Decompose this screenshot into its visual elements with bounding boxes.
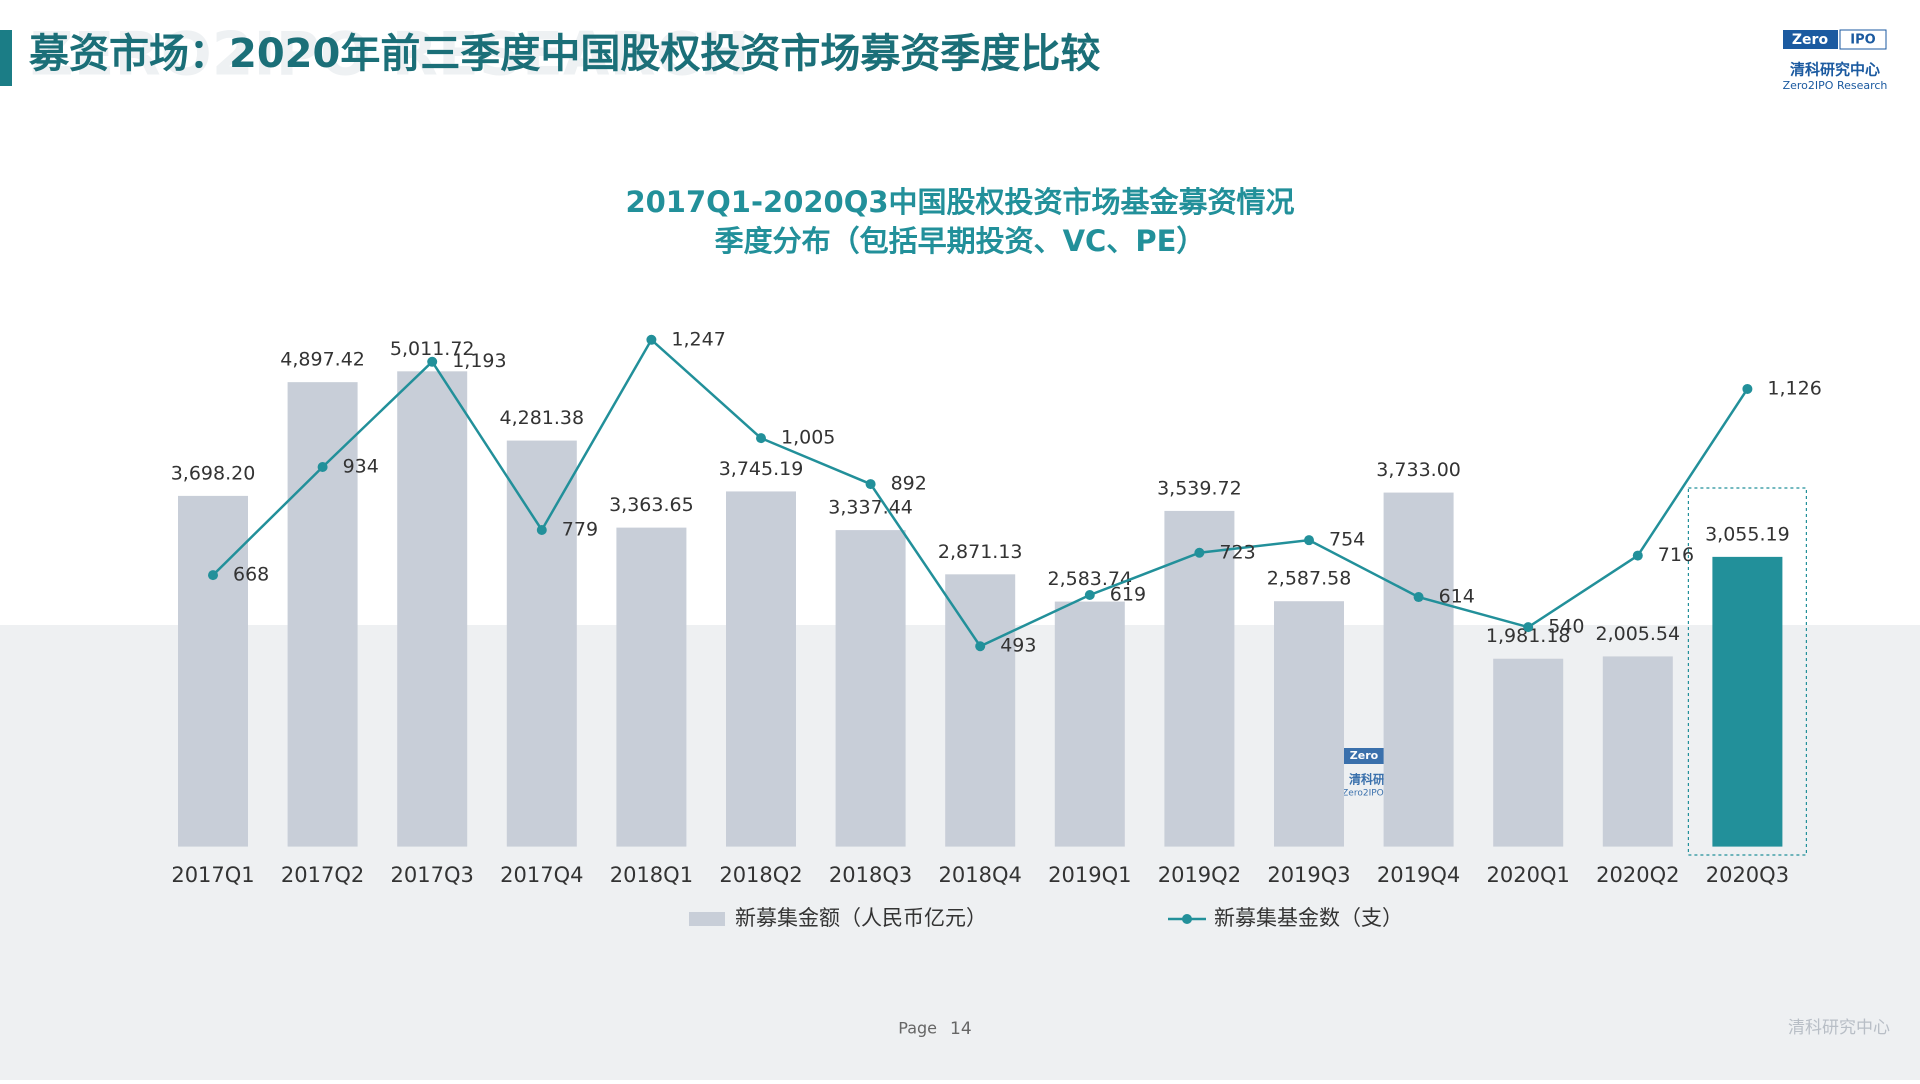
line-point xyxy=(756,433,766,444)
bar xyxy=(1602,656,1673,847)
bar-value-label: 3,698.20 xyxy=(171,462,256,484)
highlight-box xyxy=(1687,487,1808,856)
x-tick-label: 2017Q4 xyxy=(500,863,583,887)
line-value-label: 1,247 xyxy=(671,328,725,350)
bar xyxy=(1164,510,1235,847)
watermark: ZERO2IPO RESEARCH xyxy=(30,20,750,90)
bar-value-label: 3,745.19 xyxy=(719,458,804,480)
line-value-label: 779 xyxy=(562,518,598,540)
title-bar xyxy=(0,30,12,86)
bar xyxy=(506,440,577,847)
logo-box xyxy=(1839,29,1887,50)
x-tick-label: 2020Q3 xyxy=(1706,863,1789,887)
bar-value-label: 3,363.65 xyxy=(609,494,694,516)
x-tick-label: 2018Q2 xyxy=(719,863,802,887)
line-value-label: 540 xyxy=(1548,616,1584,638)
line-point xyxy=(317,461,328,472)
line-point xyxy=(208,570,218,581)
bar-value-label: 1,981.18 xyxy=(1486,625,1571,647)
line-point xyxy=(536,524,547,535)
logo-sub: Zero2IPO Research xyxy=(1783,79,1888,92)
line-value-label: 1,005 xyxy=(781,427,835,449)
bar-value-label: 3,733.00 xyxy=(1376,459,1461,481)
x-tick-label: 2019Q3 xyxy=(1267,863,1350,887)
line-point xyxy=(1523,622,1534,633)
line-value-label: 934 xyxy=(343,455,379,477)
bar xyxy=(616,527,687,847)
x-tick-label: 2017Q1 xyxy=(171,863,254,887)
line-point xyxy=(1742,383,1753,394)
line-point xyxy=(865,479,876,490)
bar-value-label: 5,011.72 xyxy=(390,338,475,360)
bar xyxy=(726,491,796,847)
bar xyxy=(1712,556,1783,847)
logo-name: 清科研究中心 xyxy=(1790,61,1880,79)
x-tick-label: 2017Q3 xyxy=(391,863,474,887)
line-value-label: 754 xyxy=(1329,529,1365,551)
line-value-label: 493 xyxy=(1000,635,1036,657)
bar-value-label: 2,005.54 xyxy=(1595,623,1680,645)
x-tick-label: 2018Q4 xyxy=(939,863,1022,887)
chart-title: 2017Q1-2020Q3中国股权投资市场基金募资情况 xyxy=(625,185,1294,219)
logo-left: Zero xyxy=(1350,749,1379,762)
line-point xyxy=(1413,592,1424,603)
line-value-label: 668 xyxy=(233,564,269,586)
line-point xyxy=(1304,535,1314,546)
line-value-label: 1,193 xyxy=(452,350,506,372)
x-tick-label: 2017Q2 xyxy=(281,863,364,887)
line-point xyxy=(1632,550,1643,561)
bar-value-label: 4,897.42 xyxy=(280,349,365,371)
bar-value-label: 4,281.38 xyxy=(499,407,584,429)
bar xyxy=(287,382,358,847)
line-point xyxy=(646,334,657,345)
x-tick-label: 2020Q2 xyxy=(1596,863,1679,887)
bar xyxy=(1383,492,1454,847)
x-tick-label: 2019Q4 xyxy=(1377,863,1460,887)
bar xyxy=(945,574,1016,847)
line-point xyxy=(1194,547,1205,558)
legend-swatch xyxy=(689,912,725,926)
page-title: 募资市场：2020年前三季度中国股权投资市场募资季度比较 xyxy=(28,31,1100,77)
bar-value-label: 3,055.19 xyxy=(1705,523,1790,545)
x-tick-label: 2019Q2 xyxy=(1158,863,1241,887)
bar xyxy=(1493,658,1564,847)
line-point xyxy=(1084,590,1095,601)
line-value-label: 1,126 xyxy=(1767,377,1821,399)
bar-value-label: 3,337.44 xyxy=(828,497,913,519)
line-value-label: 716 xyxy=(1658,544,1694,566)
logo: Zero IPO 清科研究中心 Zero2IPO Research xyxy=(1783,29,1888,92)
bar xyxy=(1274,601,1344,847)
legend-label: 新募集金额（人民币亿元） xyxy=(735,906,987,930)
page-label: Page xyxy=(898,1019,937,1038)
bar xyxy=(397,371,468,847)
line-point xyxy=(427,356,438,367)
line-value-label: 614 xyxy=(1439,586,1475,608)
x-tick-label: 2018Q3 xyxy=(829,863,912,887)
bar-value-label: 2,587.58 xyxy=(1267,568,1352,590)
page-number: 14 xyxy=(950,1019,972,1039)
logo-box xyxy=(1343,748,1385,764)
bar xyxy=(178,495,248,847)
line-value-label: 892 xyxy=(891,473,927,495)
line-value-label: 619 xyxy=(1110,584,1146,606)
line-point xyxy=(975,641,986,652)
chart-subtitle: 季度分布（包括早期投资、VC、PE） xyxy=(715,224,1206,258)
bar xyxy=(1054,601,1125,847)
logo-box xyxy=(1783,30,1838,49)
line-value-label: 723 xyxy=(1219,541,1255,563)
logo-left: Zero xyxy=(1792,32,1829,48)
x-tick-label: 2018Q1 xyxy=(610,863,693,887)
x-tick-label: 2020Q1 xyxy=(1487,863,1570,887)
x-tick-label: 2019Q1 xyxy=(1048,863,1131,887)
bar-value-label: 2,871.13 xyxy=(938,541,1023,563)
logo-right: IPO xyxy=(1850,33,1875,48)
bar xyxy=(835,530,906,847)
bar-value-label: 3,539.72 xyxy=(1157,477,1242,499)
legend-swatch xyxy=(1182,914,1192,924)
legend-label: 新募集基金数（支） xyxy=(1214,906,1403,930)
footer-brand: 清科研究中心 xyxy=(1788,1018,1890,1038)
bar-value-label: 2,583.74 xyxy=(1047,568,1132,590)
